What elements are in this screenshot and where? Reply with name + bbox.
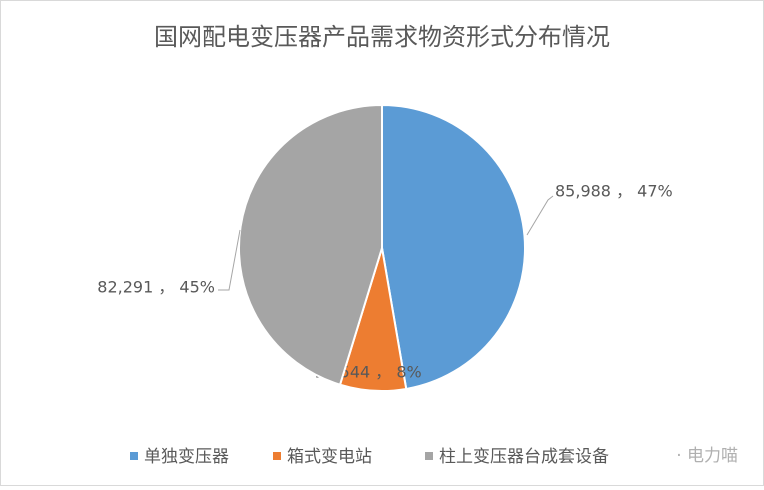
legend-marker xyxy=(130,452,138,460)
legend-marker xyxy=(425,452,433,460)
watermark: · 电力喵 xyxy=(676,446,738,466)
data-label: 85,988 ， 47% xyxy=(555,182,673,201)
legend-label: 单独变压器 xyxy=(144,447,229,467)
legend-label: 柱上变压器台成套设备 xyxy=(439,447,609,467)
chart-title: 国网配电变压器产品需求物资形式分布情况 xyxy=(154,23,610,51)
pie-slice xyxy=(238,103,383,386)
leader-line xyxy=(218,229,241,291)
legend-marker xyxy=(273,452,281,460)
pie-slice xyxy=(381,103,526,391)
legend-label: 箱式变电站 xyxy=(287,447,372,467)
leader-line xyxy=(526,195,554,236)
data-label: 82,291 ， 45% xyxy=(97,278,215,297)
